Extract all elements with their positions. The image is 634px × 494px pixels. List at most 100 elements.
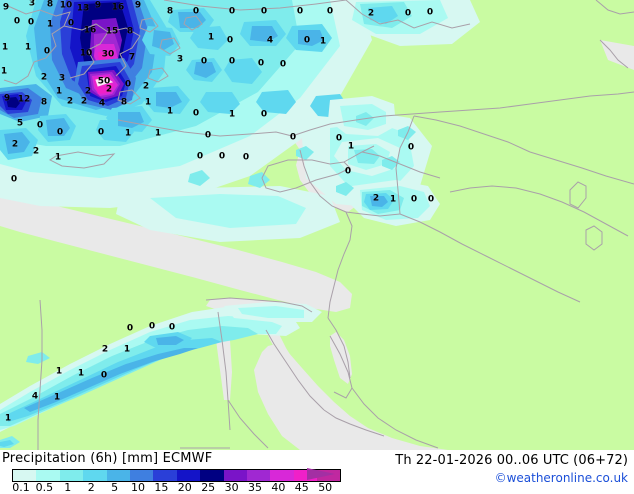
precip-value-label: 1 xyxy=(24,42,32,53)
colorbar-swatch-10 xyxy=(129,470,154,481)
precip-value-label: 8 xyxy=(126,26,134,37)
precip-value-label: 3 xyxy=(28,0,36,9)
precip-value-label: 9 xyxy=(134,0,142,11)
colorbar-tick: 0.1 xyxy=(12,481,30,494)
precip-value-label: 2 xyxy=(372,193,380,204)
colorbar-tick: 40 xyxy=(271,481,286,494)
colorbar-tick: 2 xyxy=(87,481,95,494)
precip-value-label: 2 xyxy=(40,72,48,83)
precip-value-label: 0 xyxy=(289,132,297,143)
colorbar-swatch-15 xyxy=(153,470,177,481)
precip-value-label: 0 xyxy=(196,151,204,162)
precip-value-label: 0 xyxy=(56,127,64,138)
colorbar-swatch-2 xyxy=(83,470,107,481)
precip-value-label: 1 xyxy=(124,128,132,139)
precip-value-label: 0 xyxy=(218,151,226,162)
colorbar-tick: 10 xyxy=(131,481,145,494)
precip-value-label: 0 xyxy=(100,370,108,381)
precip-value-label: 0 xyxy=(296,6,304,17)
precip-value-label: 0 xyxy=(126,323,134,334)
precip-value-label: 0 xyxy=(192,108,200,119)
precip-value-label: 0 xyxy=(168,322,176,333)
precip-value-label: 5 xyxy=(16,118,24,129)
colorbar-swatch-0.1 xyxy=(13,470,37,481)
copyright-credit[interactable]: ©weatheronline.co.uk xyxy=(494,471,628,485)
colorbar-swatch-5 xyxy=(106,470,130,481)
precip-value-label: 0 xyxy=(43,46,51,57)
precip-value-label: 15 xyxy=(105,26,119,37)
precip-value-label: 0 xyxy=(10,174,18,185)
precip-value-label: 1 xyxy=(53,392,61,403)
precip-value-label: 4 xyxy=(31,391,39,402)
precip-value-label: 13 xyxy=(76,3,90,14)
precip-value-label: 2 xyxy=(11,139,19,150)
precip-value-label: 0 xyxy=(204,130,212,141)
precipitation-map[interactable]: 9 3 8 10 13 9 16 9 8 0 0 0 0 0 2 0 0 0 0 1 0 16 15 8 1 0 4 0 1 1 1 0 10 3… xyxy=(0,0,634,450)
precip-value-label: 2 xyxy=(84,86,92,97)
precip-value-label: 0 xyxy=(27,17,35,28)
precip-value-label: 2 xyxy=(101,344,109,355)
precip-value-label: 10 xyxy=(79,48,93,59)
precip-value-label: 2 xyxy=(142,81,150,92)
precip-value-label: 0 xyxy=(426,7,434,18)
precip-value-label: 0 xyxy=(226,35,234,46)
precip-value-label: 1 xyxy=(77,368,85,379)
precip-value-label: 0 xyxy=(335,133,343,144)
colorbar-tick: 30 xyxy=(224,481,239,494)
precip-value-label: 0 xyxy=(344,166,352,177)
precip-value-label: 8 xyxy=(166,6,174,17)
colorbar-tick: 0.5 xyxy=(35,481,54,494)
precip-value-label: 7 xyxy=(128,52,136,63)
precip-value-label: 0 xyxy=(427,194,435,205)
precip-value-label: 1 xyxy=(1,42,9,53)
precip-value-label: 1 xyxy=(389,194,397,205)
precip-value-label: 1 xyxy=(319,36,327,47)
precip-value-label: 9 xyxy=(2,2,10,13)
precip-value-label: 1 xyxy=(4,413,12,424)
precip-value-label: 0 xyxy=(97,127,105,138)
precip-value-label: 2 xyxy=(367,8,375,19)
precip-value-label: 1 xyxy=(54,152,62,163)
precip-value-label: 4 xyxy=(98,98,106,109)
colorbar-swatch-35 xyxy=(246,470,271,481)
precip-value-label: 9 xyxy=(94,0,102,11)
precip-value-label: 0 xyxy=(404,8,412,19)
precip-value-label: 3 xyxy=(58,73,66,84)
precip-value-label: 8 xyxy=(120,97,128,108)
colorbar-tick: 20 xyxy=(177,481,192,494)
forecast-valid-time: Th 22-01-2026 00..06 UTC (06+72) xyxy=(395,453,628,468)
precip-value-label: 0 xyxy=(36,120,44,131)
precip-value-label: 3 xyxy=(176,54,184,65)
colorbar-tick: 35 xyxy=(248,481,262,494)
legend-title: Precipitation (6h) [mm] ECMWF xyxy=(2,451,213,466)
colorbar-overflow-arrow xyxy=(307,468,335,480)
precip-value-label: 30 xyxy=(101,49,115,60)
precip-value-label: 0 xyxy=(228,56,236,67)
precip-value-label: 1 xyxy=(46,19,54,30)
precip-value-label: 4 xyxy=(266,35,274,46)
colorbar-tick-labels: 0.1 0.5 1 2 5 10 15 20 25 30 35 40 45 50 xyxy=(0,481,340,494)
precip-value-label: 0 xyxy=(279,59,287,70)
precip-value-label: 0 xyxy=(260,109,268,120)
precip-value-label: 0 xyxy=(260,6,268,17)
precip-value-label: 1 xyxy=(123,344,131,355)
colorbar-swatch-30 xyxy=(223,470,247,481)
precip-value-label: 12 xyxy=(17,94,31,105)
precip-value-label: 1 xyxy=(207,32,215,43)
precip-value-label: 0 xyxy=(67,18,75,29)
colorbar-tick: 5 xyxy=(111,481,119,494)
precip-value-label: 0 xyxy=(228,6,236,17)
precip-value-label: 1 xyxy=(228,109,236,120)
precip-value-label: 0 xyxy=(303,35,311,46)
coastline-border-layer xyxy=(3,0,634,450)
precip-value-label: 0 xyxy=(407,142,415,153)
colorbar-tick: 50 xyxy=(318,481,333,494)
precip-value-label: 10 xyxy=(59,0,73,11)
precipitation-field xyxy=(0,0,480,448)
colorbar-swatch-1 xyxy=(59,470,84,481)
colorbar-swatch-20 xyxy=(176,470,201,481)
precip-value-label: 8 xyxy=(46,0,54,10)
precip-value-label: 16 xyxy=(111,2,125,13)
precip-value-label: 2 xyxy=(66,96,74,107)
